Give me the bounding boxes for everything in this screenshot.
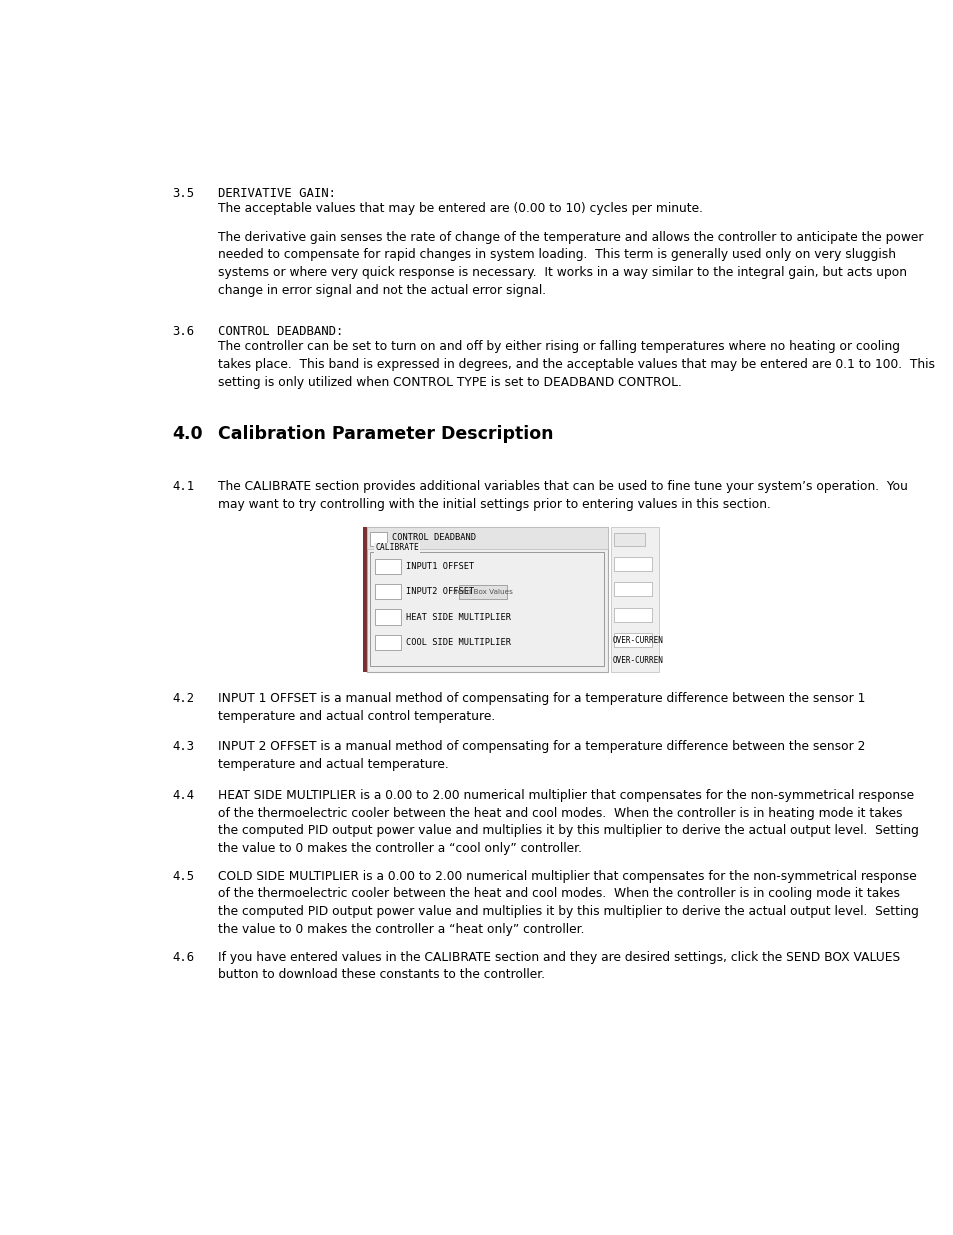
Bar <box>375 609 401 625</box>
Bar <box>375 635 401 651</box>
Text: HEAT SIDE MULTIPLIER: HEAT SIDE MULTIPLIER <box>406 613 511 621</box>
Bar <box>613 634 652 647</box>
Bar <box>610 527 658 672</box>
Bar <box>367 527 607 672</box>
Text: The derivative gain senses the rate of change of the temperature and allows the : The derivative gain senses the rate of c… <box>218 231 923 296</box>
Bar <box>613 608 652 621</box>
Text: COOL SIDE MULTIPLIER: COOL SIDE MULTIPLIER <box>406 638 511 647</box>
Text: INPUT 1 OFFSET is a manual method of compensating for a temperature difference b: INPUT 1 OFFSET is a manual method of com… <box>218 692 865 722</box>
Text: 4.6: 4.6 <box>172 951 193 963</box>
Text: INPUT1 OFFSET: INPUT1 OFFSET <box>406 562 474 571</box>
Text: If you have entered values in the CALIBRATE section and they are desired setting: If you have entered values in the CALIBR… <box>218 951 900 982</box>
Text: 4.2: 4.2 <box>172 692 193 705</box>
Text: COLD SIDE MULTIPLIER is a 0.00 to 2.00 numerical multiplier that compensates for: COLD SIDE MULTIPLIER is a 0.00 to 2.00 n… <box>218 869 919 936</box>
Text: CONTROL DEADBAND: CONTROL DEADBAND <box>392 534 476 542</box>
Bar <box>370 531 387 546</box>
Text: 4.5: 4.5 <box>172 869 193 883</box>
Text: INPUT 2 OFFSET is a manual method of compensating for a temperature difference b: INPUT 2 OFFSET is a manual method of com… <box>218 740 865 771</box>
Bar <box>370 552 604 667</box>
Text: 4.3: 4.3 <box>172 740 193 753</box>
Text: 3.6: 3.6 <box>172 325 193 337</box>
Text: The acceptable values that may be entered are (0.00 to 10) cycles per minute.: The acceptable values that may be entere… <box>218 203 702 215</box>
Text: CALIBRATE: CALIBRATE <box>375 543 418 552</box>
Text: 4.4: 4.4 <box>172 789 193 802</box>
Text: OVER-CURREN: OVER-CURREN <box>612 636 662 646</box>
Text: Send Box Values: Send Box Values <box>453 589 512 595</box>
Text: INPUT2 OFFSET: INPUT2 OFFSET <box>406 587 474 597</box>
Bar <box>362 527 367 672</box>
Text: Calibration Parameter Description: Calibration Parameter Description <box>218 425 554 443</box>
Text: CONTROL DEADBAND:: CONTROL DEADBAND: <box>218 325 343 337</box>
Text: 4.0: 4.0 <box>172 425 202 443</box>
Bar <box>613 557 652 571</box>
Bar <box>375 584 401 599</box>
Bar <box>375 558 401 574</box>
Bar <box>458 585 506 599</box>
Text: 4.1: 4.1 <box>172 480 193 493</box>
Text: 3.5: 3.5 <box>172 186 193 200</box>
Text: DERIVATIVE GAIN:: DERIVATIVE GAIN: <box>218 186 336 200</box>
Bar <box>367 527 607 548</box>
Bar <box>613 534 644 546</box>
Text: The CALIBRATE section provides additional variables that can be used to fine tun: The CALIBRATE section provides additiona… <box>218 480 907 511</box>
Text: OVER-CURREN: OVER-CURREN <box>612 656 662 666</box>
Text: HEAT SIDE MULTIPLIER is a 0.00 to 2.00 numerical multiplier that compensates for: HEAT SIDE MULTIPLIER is a 0.00 to 2.00 n… <box>218 789 919 856</box>
Bar <box>613 583 652 597</box>
Text: The controller can be set to turn on and off by either rising or falling tempera: The controller can be set to turn on and… <box>218 341 935 389</box>
